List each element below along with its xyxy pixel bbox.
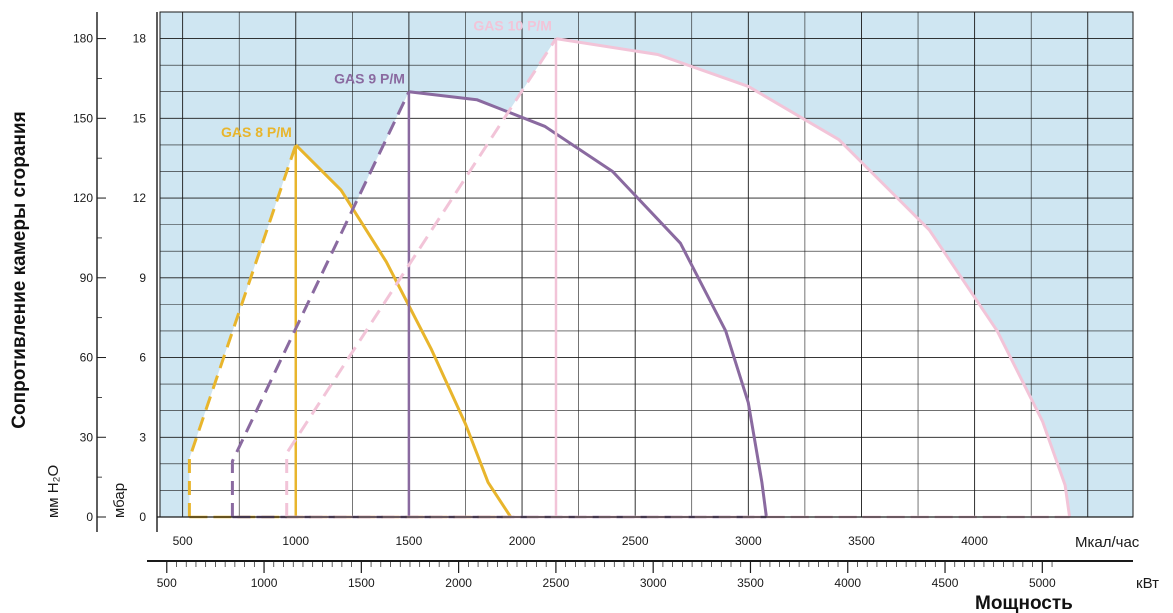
- x-unit-kw: кВт: [1136, 575, 1159, 592]
- x-tick-label-mcal: 2000: [509, 534, 536, 548]
- series-10-curve: [555, 37, 1072, 518]
- x-tick-label-kw: 4500: [932, 576, 959, 590]
- x-tick-label-kw: 3500: [737, 576, 764, 590]
- y-tick-label-mbar: 18: [133, 32, 147, 46]
- y-tick-label-mm: 180: [73, 32, 93, 46]
- x-tick-label-kw: 500: [157, 576, 177, 590]
- y-tick-label-mbar: 3: [139, 430, 146, 444]
- x-tick-label-mcal: 1500: [396, 534, 423, 548]
- series-label-gas8: GAS 8 P/M: [221, 124, 292, 140]
- x-tick-label-mcal: 1000: [282, 534, 309, 548]
- x-axis-kw: 500 1000 1500 2000 2500 3000 3500 4000 4500 5000: [147, 560, 1133, 590]
- series-9-dashed-boundary: [230, 91, 411, 517]
- y-tick-label-mbar: 6: [139, 351, 146, 365]
- series-labels: GAS 8 P/M GAS 9 P/M GAS 10 P/M: [221, 18, 552, 140]
- y-tick-label-mm: 60: [80, 351, 94, 365]
- y-axis-label: Сопротивление камеры сгорания: [9, 111, 30, 428]
- x-tick-label-mcal: 2500: [622, 534, 649, 548]
- x-tick-label-mcal: 500: [173, 534, 193, 548]
- y-unit-mbar: мбар: [111, 483, 128, 518]
- y-tick-label-mbar: 15: [133, 111, 147, 125]
- y-tick-label-mm: 30: [80, 430, 94, 444]
- y-axis-mm-h2o: 0 30 60 90 120 150 180: [73, 12, 106, 532]
- y-tick-label-mbar: 0: [139, 510, 146, 524]
- y-tick-label-mm: 120: [73, 191, 93, 205]
- x-tick-label-kw: 2500: [543, 576, 570, 590]
- x-axis-label: Мощность: [975, 593, 1073, 613]
- x-tick-label-kw: 1000: [251, 576, 278, 590]
- x-tick-label-mcal: 4000: [961, 534, 988, 548]
- x-tick-label-mcal: 3500: [848, 534, 875, 548]
- series-9-curve: [408, 90, 768, 518]
- series-label-gas9: GAS 9 P/M: [334, 71, 405, 87]
- series-8-curve: [294, 143, 512, 518]
- x-tick-label-kw: 1500: [348, 576, 375, 590]
- y-tick-label-mm: 0: [86, 510, 93, 524]
- series-label-gas10: GAS 10 P/M: [473, 18, 552, 34]
- x-unit-mcal: Мкал/час: [1075, 534, 1140, 551]
- x-tick-label-mcal: 3000: [735, 534, 762, 548]
- y-axis-mbar: 0 3 6 9 12 15 18: [133, 12, 158, 532]
- x-tick-label-kw: 3000: [640, 576, 667, 590]
- y-tick-label-mbar: 12: [133, 191, 147, 205]
- y-tick-label-mm: 150: [73, 111, 93, 125]
- y-unit-mm-h2o: мм H₂O: [45, 465, 62, 518]
- x-axis-mcal: 500 1000 1500 2000 2500 3000 3500 4000: [157, 516, 1133, 548]
- x-tick-label-kw: 5000: [1029, 576, 1056, 590]
- y-tick-label-mm: 90: [80, 271, 94, 285]
- y-tick-label-mbar: 9: [139, 271, 146, 285]
- x-tick-label-kw: 2000: [445, 576, 472, 590]
- x-tick-label-kw: 4000: [834, 576, 861, 590]
- grid: [159, 11, 1134, 518]
